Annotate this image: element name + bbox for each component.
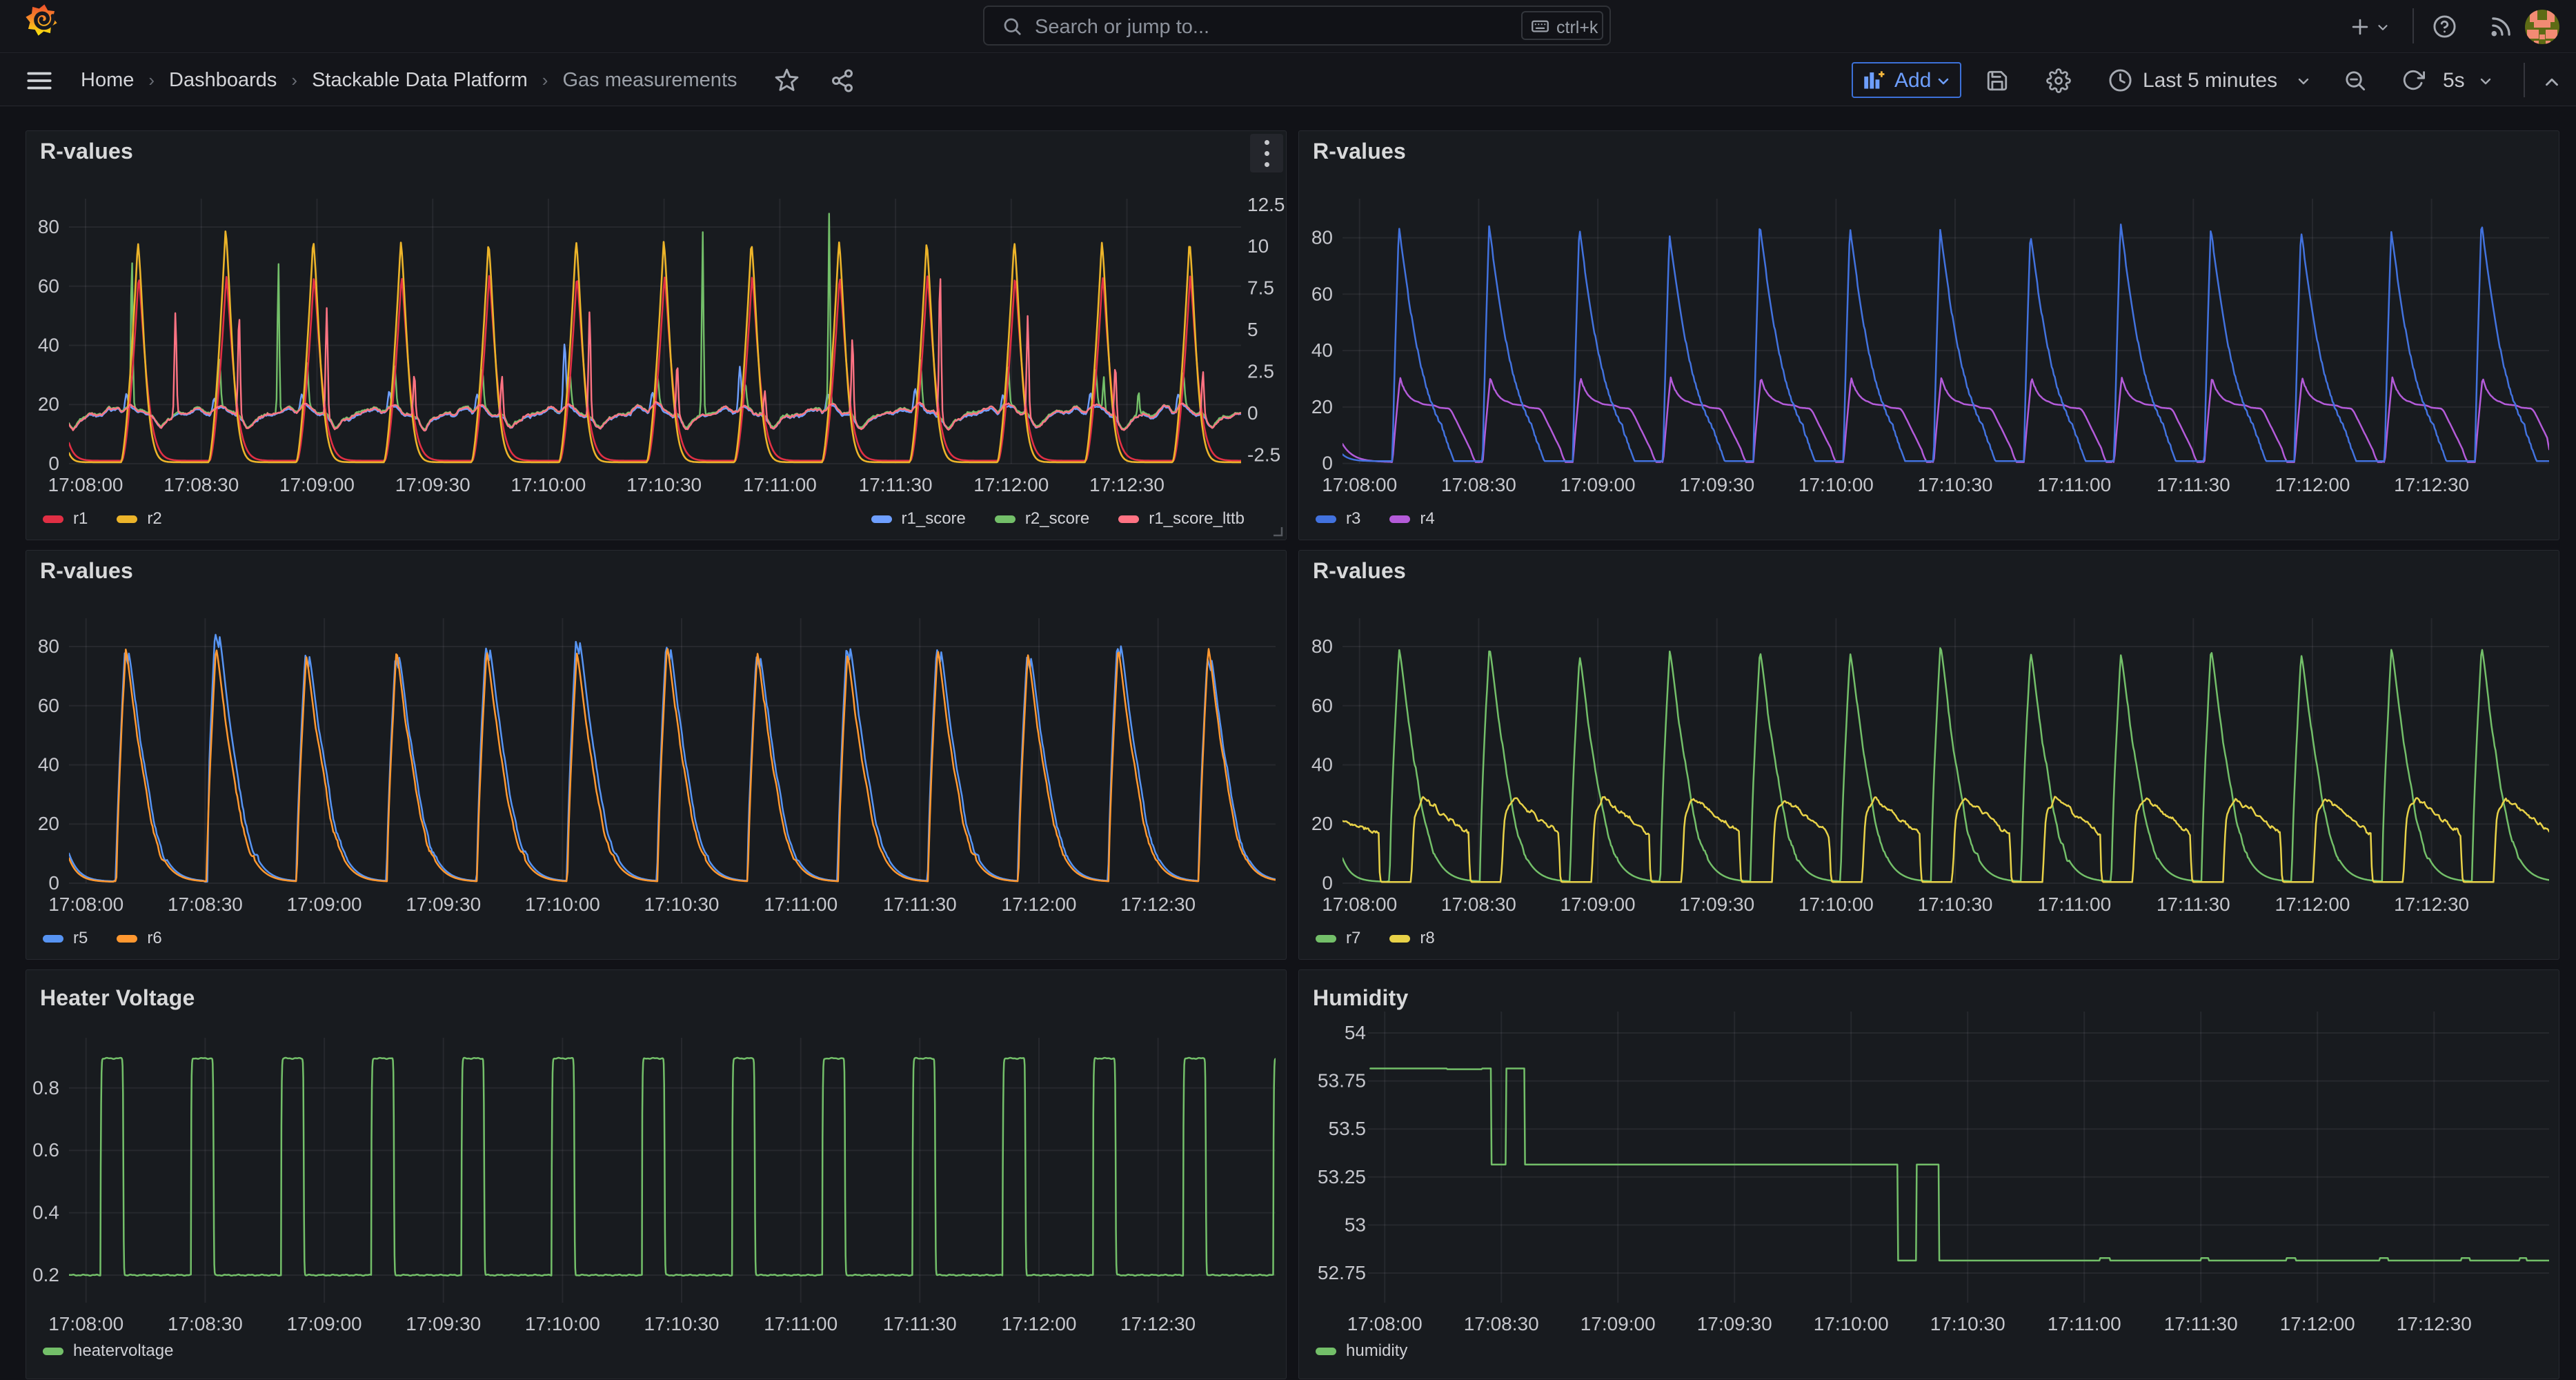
svg-text:17:09:00: 17:09:00 xyxy=(287,1313,362,1334)
svg-text:17:09:00: 17:09:00 xyxy=(1561,894,1636,915)
svg-text:20: 20 xyxy=(38,813,59,834)
svg-text:17:08:00: 17:08:00 xyxy=(48,894,123,915)
svg-text:17:11:30: 17:11:30 xyxy=(883,894,957,915)
svg-text:17:10:30: 17:10:30 xyxy=(1918,894,1993,915)
svg-text:17:10:00: 17:10:00 xyxy=(511,474,586,495)
svg-text:17:10:30: 17:10:30 xyxy=(626,474,702,495)
svg-text:54: 54 xyxy=(1345,1022,1366,1043)
svg-text:17:12:00: 17:12:00 xyxy=(1002,894,1077,915)
svg-text:17:12:30: 17:12:30 xyxy=(1120,1313,1196,1334)
svg-text:17:08:00: 17:08:00 xyxy=(1322,474,1397,495)
svg-text:17:11:00: 17:11:00 xyxy=(764,1313,838,1334)
svg-text:53.25: 53.25 xyxy=(1318,1166,1366,1187)
svg-text:17:10:30: 17:10:30 xyxy=(1918,474,1993,495)
svg-text:80: 80 xyxy=(1311,635,1333,657)
svg-text:60: 60 xyxy=(1311,283,1333,304)
svg-text:17:10:00: 17:10:00 xyxy=(1814,1313,1889,1334)
svg-text:17:09:30: 17:09:30 xyxy=(406,1313,481,1334)
svg-text:0: 0 xyxy=(1247,402,1258,424)
svg-text:80: 80 xyxy=(38,216,59,237)
svg-text:17:09:30: 17:09:30 xyxy=(406,894,481,915)
svg-text:17:10:00: 17:10:00 xyxy=(1799,894,1874,915)
svg-text:20: 20 xyxy=(38,393,59,415)
svg-text:17:08:00: 17:08:00 xyxy=(1322,894,1397,915)
svg-text:0.8: 0.8 xyxy=(32,1077,59,1098)
svg-text:53.75: 53.75 xyxy=(1318,1070,1366,1092)
svg-text:-2.5: -2.5 xyxy=(1247,444,1280,465)
svg-text:40: 40 xyxy=(1311,339,1333,361)
svg-text:80: 80 xyxy=(1311,227,1333,248)
svg-text:40: 40 xyxy=(1311,754,1333,776)
svg-text:20: 20 xyxy=(1311,813,1333,834)
svg-text:17:12:30: 17:12:30 xyxy=(1089,474,1165,495)
svg-text:17:10:00: 17:10:00 xyxy=(1799,474,1874,495)
svg-text:17:11:00: 17:11:00 xyxy=(2048,1313,2121,1334)
svg-text:17:12:00: 17:12:00 xyxy=(1002,1313,1077,1334)
svg-text:2.5: 2.5 xyxy=(1247,361,1274,382)
svg-text:17:11:00: 17:11:00 xyxy=(743,474,817,495)
svg-text:17:08:30: 17:08:30 xyxy=(1464,1313,1539,1334)
svg-text:17:10:30: 17:10:30 xyxy=(644,1313,720,1334)
svg-text:17:12:00: 17:12:00 xyxy=(2280,1313,2355,1334)
svg-text:17:08:00: 17:08:00 xyxy=(48,474,123,495)
svg-text:17:09:30: 17:09:30 xyxy=(1697,1313,1772,1334)
svg-text:17:11:30: 17:11:30 xyxy=(883,1313,957,1334)
svg-text:0.2: 0.2 xyxy=(32,1264,59,1285)
svg-text:17:09:00: 17:09:00 xyxy=(279,474,355,495)
svg-text:17:09:00: 17:09:00 xyxy=(287,894,362,915)
svg-text:17:11:30: 17:11:30 xyxy=(2164,1313,2238,1334)
svg-text:17:08:30: 17:08:30 xyxy=(1441,474,1516,495)
svg-text:17:12:00: 17:12:00 xyxy=(2275,474,2350,495)
svg-text:0: 0 xyxy=(1322,872,1333,894)
svg-text:17:11:30: 17:11:30 xyxy=(2157,474,2230,495)
svg-text:17:12:30: 17:12:30 xyxy=(2394,474,2469,495)
svg-text:17:12:30: 17:12:30 xyxy=(2397,1313,2472,1334)
svg-text:17:08:30: 17:08:30 xyxy=(164,474,239,495)
svg-text:60: 60 xyxy=(1311,695,1333,716)
svg-text:80: 80 xyxy=(38,635,59,657)
svg-text:12.5: 12.5 xyxy=(1247,194,1285,215)
svg-text:53.5: 53.5 xyxy=(1329,1118,1367,1139)
svg-text:40: 40 xyxy=(38,754,59,776)
svg-text:17:09:00: 17:09:00 xyxy=(1581,1313,1656,1334)
svg-text:17:09:30: 17:09:30 xyxy=(1679,894,1754,915)
svg-text:17:10:00: 17:10:00 xyxy=(525,894,600,915)
svg-text:40: 40 xyxy=(38,335,59,356)
svg-text:53: 53 xyxy=(1345,1214,1366,1235)
svg-text:17:11:30: 17:11:30 xyxy=(2157,894,2230,915)
svg-text:17:09:30: 17:09:30 xyxy=(395,474,470,495)
svg-text:17:10:00: 17:10:00 xyxy=(525,1313,600,1334)
svg-text:0.4: 0.4 xyxy=(32,1202,59,1223)
svg-text:17:12:00: 17:12:00 xyxy=(973,474,1049,495)
svg-text:17:10:30: 17:10:30 xyxy=(1930,1313,2005,1334)
svg-text:0: 0 xyxy=(48,872,59,894)
svg-text:17:08:30: 17:08:30 xyxy=(1441,894,1516,915)
svg-text:17:11:00: 17:11:00 xyxy=(2037,474,2111,495)
svg-text:7.5: 7.5 xyxy=(1247,277,1274,299)
svg-text:60: 60 xyxy=(38,695,59,716)
svg-text:20: 20 xyxy=(1311,396,1333,417)
svg-text:17:09:00: 17:09:00 xyxy=(1561,474,1636,495)
svg-text:52.75: 52.75 xyxy=(1318,1262,1366,1283)
svg-text:5: 5 xyxy=(1247,319,1258,340)
svg-text:0: 0 xyxy=(1322,453,1333,474)
svg-text:0: 0 xyxy=(48,453,59,474)
svg-text:17:08:00: 17:08:00 xyxy=(48,1313,123,1334)
svg-text:60: 60 xyxy=(38,275,59,297)
svg-text:17:10:30: 17:10:30 xyxy=(644,894,720,915)
svg-text:0.6: 0.6 xyxy=(32,1139,59,1161)
svg-text:17:11:30: 17:11:30 xyxy=(859,474,933,495)
svg-text:17:12:30: 17:12:30 xyxy=(2394,894,2469,915)
svg-text:17:11:00: 17:11:00 xyxy=(2037,894,2111,915)
svg-text:17:11:00: 17:11:00 xyxy=(764,894,838,915)
svg-text:17:08:30: 17:08:30 xyxy=(168,894,243,915)
svg-text:17:12:30: 17:12:30 xyxy=(1120,894,1196,915)
svg-text:17:08:00: 17:08:00 xyxy=(1347,1313,1423,1334)
svg-text:17:08:30: 17:08:30 xyxy=(168,1313,243,1334)
svg-text:17:12:00: 17:12:00 xyxy=(2275,894,2350,915)
svg-text:10: 10 xyxy=(1247,235,1269,257)
svg-text:17:09:30: 17:09:30 xyxy=(1679,474,1754,495)
